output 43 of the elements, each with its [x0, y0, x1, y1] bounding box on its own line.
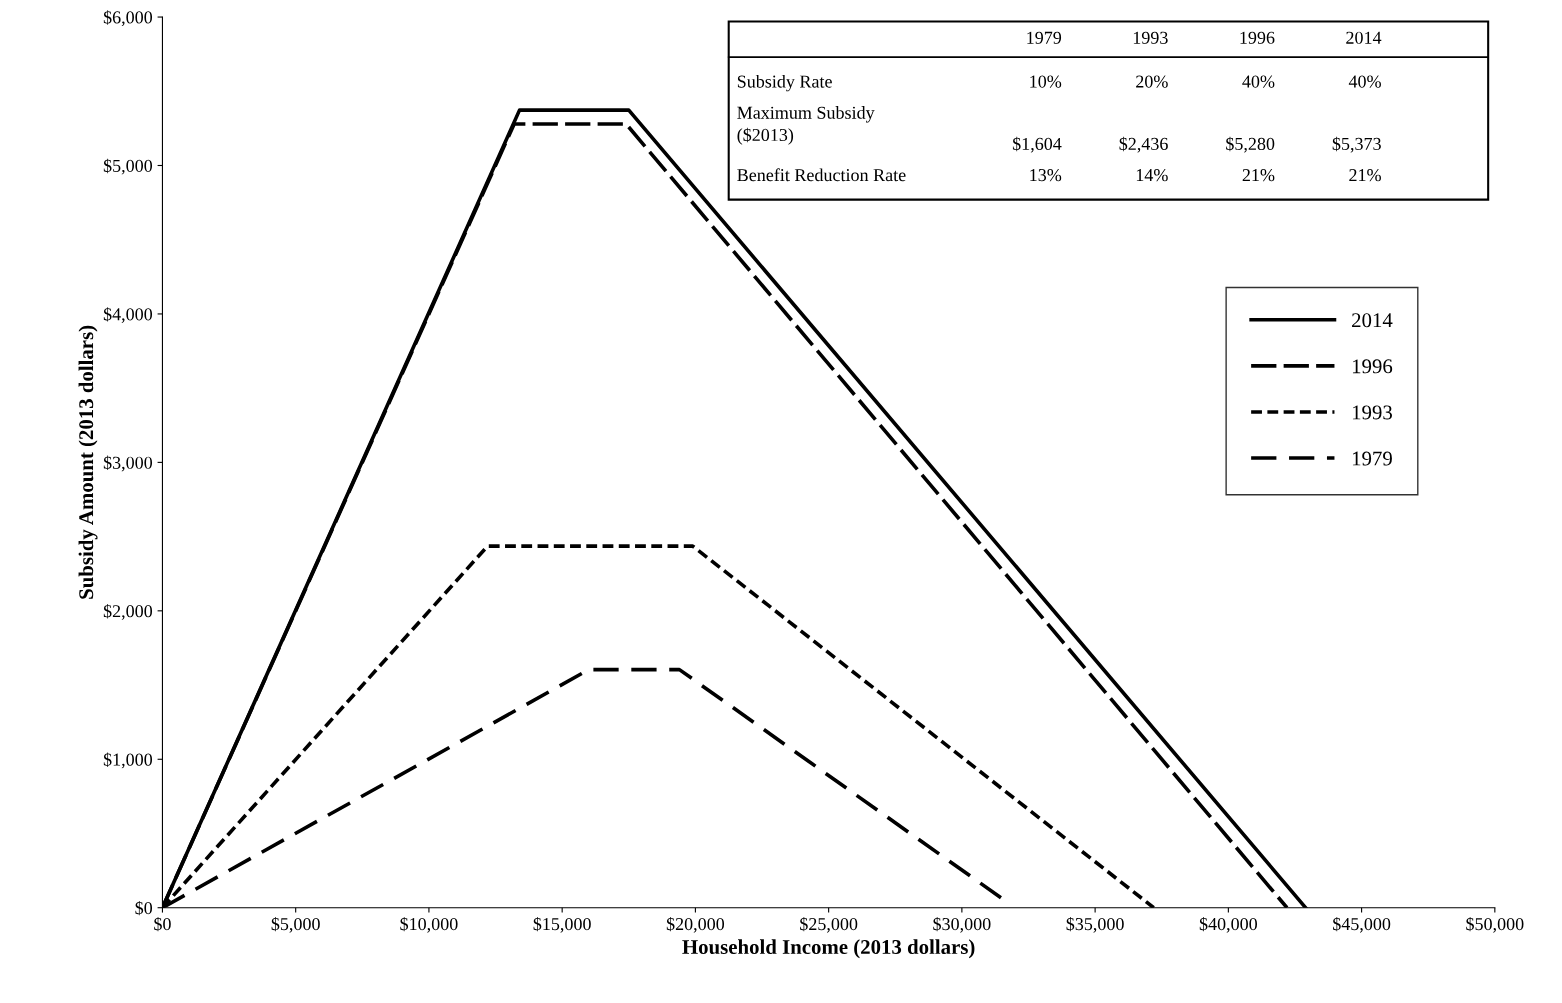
annotation: 1993: [1133, 31, 1168, 44]
legend-label: 1996: [1352, 359, 1393, 374]
y-tick-label: $4,000: [103, 307, 153, 323]
annotation: $2,436: [1119, 136, 1168, 153]
annotation: 13%: [1030, 168, 1062, 182]
annotation: $5,280: [1226, 136, 1275, 153]
x-tick-label: $10,000: [400, 916, 458, 933]
annotation: $5,373: [1332, 136, 1381, 153]
annotation: 40%: [1348, 75, 1381, 88]
x-tick-label: $50,000: [1466, 916, 1524, 933]
annotation: Benefit Reduction Rate: [737, 168, 906, 182]
x-tick-label: $30,000: [933, 916, 991, 933]
annotation: Maximum Subsidy ($2013): [737, 106, 875, 145]
annotation: Subsidy Rate: [737, 74, 832, 92]
annotation: 1979: [1027, 31, 1062, 44]
x-tick-label: $20,000: [666, 916, 725, 933]
legend-label: 2014: [1352, 313, 1393, 328]
y-tick-label: $3,000: [103, 455, 153, 472]
y-tick-label: $6,000: [103, 10, 153, 27]
x-axis-title: Household Income (2013 dollars): [682, 939, 975, 959]
x-tick-label: $5,000: [271, 916, 320, 933]
annotation: 2014: [1346, 31, 1382, 44]
legend-label: 1979: [1352, 451, 1392, 466]
annotation: 20%: [1136, 75, 1168, 88]
annotation: 21%: [1242, 168, 1275, 182]
x-tick-label: $25,000: [800, 916, 858, 933]
x-tick-label: $40,000: [1199, 916, 1258, 933]
y-tick-label: $0: [135, 900, 153, 916]
x-tick-label: $15,000: [533, 916, 591, 933]
x-tick-label: $35,000: [1066, 916, 1124, 933]
y-tick-label: $5,000: [103, 158, 153, 175]
y-tick-label: $2,000: [103, 604, 153, 620]
annotation: 10%: [1030, 75, 1062, 88]
annotation: 21%: [1349, 168, 1381, 182]
y-axis-title: Subsidy Amount (2013 dollars): [78, 325, 98, 599]
y-tick-label: $1,000: [103, 752, 153, 769]
x-tick-label: $45,000: [1333, 916, 1391, 933]
legend-label: 1993: [1352, 405, 1392, 420]
annotation: 1996: [1240, 31, 1275, 44]
x-tick-label: $0: [154, 916, 171, 932]
annotation: $1,604: [1012, 136, 1062, 153]
annotation: 14%: [1136, 168, 1168, 182]
annotation: 40%: [1242, 75, 1275, 88]
